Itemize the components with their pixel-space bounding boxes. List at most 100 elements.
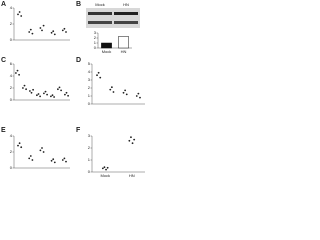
data-point: [18, 73, 20, 76]
data-point: [109, 88, 112, 91]
y-tick-label: 0: [10, 97, 13, 102]
panel-label: C: [1, 57, 6, 64]
data-point: [50, 95, 52, 98]
data-point: [65, 160, 67, 163]
data-point: [65, 31, 67, 33]
data-point: [139, 96, 141, 99]
blot-band: [114, 21, 138, 24]
data-point: [61, 159, 64, 161]
data-point: [29, 90, 31, 92]
data-point: [67, 94, 69, 97]
data-point: [39, 149, 42, 152]
data-point: [122, 91, 125, 94]
data-point: [131, 142, 134, 145]
y-tick-label: 6: [10, 61, 13, 66]
data-point: [97, 71, 100, 74]
panel-label: B: [76, 1, 81, 8]
y-tick-label: 4: [10, 73, 13, 78]
data-point: [58, 86, 61, 89]
data-point: [64, 93, 66, 96]
data-point: [52, 30, 55, 33]
y-tick-label: 5: [88, 61, 91, 66]
data-point: [29, 155, 32, 157]
y-tick-label: 4: [10, 5, 13, 10]
data-point: [28, 157, 31, 160]
panel-label: D: [76, 57, 81, 64]
data-point: [39, 95, 41, 98]
data-point: [133, 138, 136, 141]
data-point: [124, 89, 127, 92]
data-point: [53, 96, 55, 98]
y-tick-label: 4: [88, 69, 91, 74]
blot: [86, 8, 140, 28]
panel-label: F: [76, 127, 81, 134]
y-tick-label: 4: [10, 133, 13, 138]
y-tick-label: 1: [94, 40, 97, 45]
panel-label: E: [1, 127, 6, 134]
data-point: [18, 11, 21, 13]
data-point: [137, 92, 140, 95]
data-point: [50, 31, 53, 34]
data-point: [125, 93, 128, 96]
data-point: [22, 87, 24, 89]
y-tick-label: 0: [10, 165, 13, 170]
data-point: [41, 29, 43, 32]
y-tick-label: 2: [88, 85, 91, 90]
data-point: [30, 91, 33, 94]
data-point: [60, 89, 62, 92]
bar: [118, 36, 129, 49]
data-point: [63, 157, 66, 160]
data-point: [44, 90, 47, 93]
y-tick-label: 3: [94, 30, 97, 35]
panel-label: A: [1, 1, 6, 8]
data-point: [53, 161, 56, 164]
y-tick-label: 0: [88, 101, 91, 106]
data-point: [101, 167, 104, 170]
data-point: [103, 166, 106, 169]
data-point: [52, 158, 55, 161]
data-point: [57, 88, 59, 91]
data-point: [31, 159, 34, 161]
x-tick-label: Mock: [100, 173, 110, 178]
y-tick-label: 2: [10, 85, 13, 90]
data-point: [20, 146, 23, 149]
data-point: [43, 92, 45, 95]
data-point: [37, 93, 40, 95]
data-point: [61, 29, 64, 32]
y-tick-label: 2: [94, 35, 97, 40]
data-point: [65, 91, 68, 94]
data-point: [99, 76, 102, 79]
y-tick-label: 1: [88, 93, 91, 98]
data-point: [18, 142, 21, 145]
y-tick-label: 3: [88, 77, 91, 82]
data-point: [17, 144, 19, 147]
y-tick-label: 2: [10, 149, 13, 154]
data-point: [128, 139, 131, 142]
data-point: [135, 95, 138, 97]
data-point: [53, 33, 56, 36]
data-point: [112, 91, 115, 93]
data-point: [25, 88, 27, 91]
y-tick-label: 1: [88, 157, 91, 162]
data-point: [63, 27, 66, 30]
x-tick-label: HN: [129, 173, 135, 178]
data-point: [36, 94, 38, 97]
x-tick-label: HN: [121, 49, 127, 54]
data-point: [20, 15, 23, 17]
y-tick-label: 2: [10, 21, 13, 26]
data-point: [51, 94, 54, 97]
y-tick-label: 2: [88, 145, 91, 150]
data-point: [41, 147, 43, 149]
y-tick-label: 0: [10, 37, 13, 42]
data-point: [106, 166, 109, 169]
data-point: [39, 27, 42, 29]
y-tick-label: 0: [94, 45, 97, 50]
blot-lane-label: Mock: [95, 2, 105, 7]
data-point: [17, 13, 19, 16]
data-point: [15, 72, 17, 74]
data-point: [31, 32, 34, 35]
data-point: [28, 31, 31, 33]
y-tick-label: 3: [88, 133, 91, 138]
data-point: [46, 93, 48, 96]
